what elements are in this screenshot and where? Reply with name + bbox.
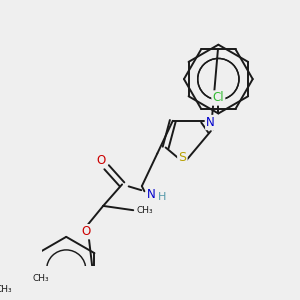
Text: H: H <box>158 192 166 202</box>
Text: S: S <box>178 151 186 164</box>
Text: CH₃: CH₃ <box>137 206 154 215</box>
Text: Cl: Cl <box>212 92 224 104</box>
Text: O: O <box>81 225 91 238</box>
Text: N: N <box>147 188 156 201</box>
Text: N: N <box>206 116 215 129</box>
Text: CH₃: CH₃ <box>0 285 12 294</box>
Text: O: O <box>97 154 106 167</box>
Text: CH₃: CH₃ <box>32 274 49 283</box>
